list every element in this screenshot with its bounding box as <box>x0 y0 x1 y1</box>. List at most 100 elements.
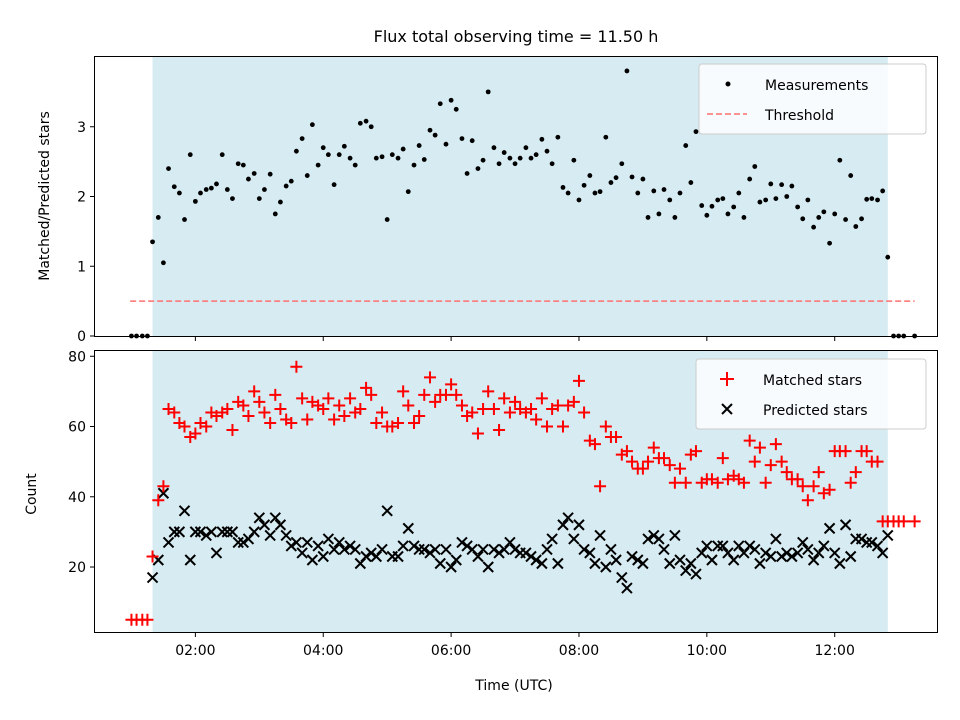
measurement-point <box>645 215 651 220</box>
predicted-star-point <box>701 540 713 552</box>
predicted-star-point <box>210 547 223 559</box>
matched-star-point <box>354 402 367 415</box>
measurement-point <box>709 203 715 209</box>
predicted-star-point <box>637 557 649 570</box>
predicted-star-point <box>541 543 553 556</box>
predicted-star-point <box>589 557 601 570</box>
measurement-point <box>475 166 481 172</box>
measurement-point <box>768 181 774 187</box>
measurement-point <box>166 166 171 172</box>
measurement-point <box>161 260 166 266</box>
measurement-point <box>363 118 369 124</box>
measurement-point <box>400 146 406 152</box>
predicted-star-point <box>573 519 585 531</box>
predicted-star-point <box>253 512 266 524</box>
predicted-star-point <box>360 550 372 563</box>
measurement-point <box>827 240 832 246</box>
predicted-star-point <box>876 547 889 559</box>
matched-star-point <box>242 409 255 422</box>
matched-star-point <box>487 402 500 415</box>
measurement-point <box>869 196 875 201</box>
measurement-point <box>203 187 209 192</box>
measurement-point <box>848 173 854 178</box>
matched-star-point <box>482 385 495 398</box>
matched-star-point <box>509 395 522 408</box>
measurement-point <box>656 211 662 217</box>
legend-measurements-marker <box>725 81 731 87</box>
measurement-point <box>816 215 822 220</box>
measurement-point <box>176 190 182 196</box>
matched-star-point <box>849 466 862 479</box>
measurement-point <box>731 204 737 210</box>
predicted-star-point <box>626 550 638 563</box>
predicted-star-point <box>338 543 351 556</box>
predicted-star-point <box>280 529 292 542</box>
predicted-star-point <box>520 547 532 559</box>
predicted-star-point <box>157 487 170 499</box>
measurement-point <box>235 161 241 167</box>
matched-star-point <box>455 399 468 412</box>
predicted-star-point <box>712 540 724 552</box>
measurement-point <box>150 239 155 245</box>
predicted-star-point <box>301 536 313 549</box>
x-tick-label: 04:00 <box>303 643 343 659</box>
measurement-point <box>278 199 283 205</box>
measurement-point <box>725 211 731 217</box>
measurement-point <box>640 176 646 182</box>
predicted-star-point <box>807 554 820 566</box>
predicted-star-point <box>765 550 777 563</box>
measurement-point <box>379 154 385 160</box>
matched-star-point <box>146 550 159 563</box>
measurement-point <box>283 183 289 189</box>
bottom-x-ticks: 02:00 04:00 06:00 08:00 10:00 12:00 <box>175 632 855 659</box>
bottom-legend-box <box>695 358 927 430</box>
measurement-point <box>539 136 545 142</box>
matched-star-point <box>450 388 463 401</box>
matched-star-point <box>572 374 585 387</box>
matched-star-point <box>269 388 282 401</box>
measurement-point <box>715 197 721 203</box>
measurement-point <box>512 161 518 167</box>
predicted-star-point <box>397 540 409 552</box>
measurement-point <box>411 162 417 168</box>
predicted-star-point <box>424 547 436 559</box>
predicted-star-point <box>493 547 505 559</box>
predicted-star-point <box>562 512 574 524</box>
matched-star-point <box>168 406 181 419</box>
measurement-point <box>885 254 891 260</box>
predicted-star-point <box>290 536 303 549</box>
measurement-point <box>843 217 848 222</box>
matched-star-point <box>796 480 809 493</box>
measurement-point <box>571 157 577 163</box>
measurement-point <box>336 152 342 158</box>
measurement-point <box>624 68 630 74</box>
predicted-star-point <box>429 543 441 556</box>
matched-star-point <box>594 480 607 493</box>
predicted-star-point <box>264 529 276 542</box>
measurement-point <box>693 129 699 135</box>
measurement-point <box>699 203 705 208</box>
matched-star-point <box>759 476 772 489</box>
measurement-point <box>453 106 459 112</box>
predicted-star-point <box>312 540 324 552</box>
predicted-star-point <box>855 533 868 545</box>
predicted-star-point <box>509 543 521 556</box>
predicted-star-point <box>775 550 788 563</box>
matched-star-point <box>392 417 405 430</box>
predicted-star-point <box>146 571 159 584</box>
measurement-point <box>389 152 395 158</box>
predicted-star-point <box>696 547 708 559</box>
legend-matched-label: Matched stars <box>763 373 862 389</box>
matched-star-point <box>333 399 346 412</box>
y-tick-label: 40 <box>68 490 86 506</box>
measurement-point <box>309 122 315 128</box>
measurement-point <box>837 157 843 163</box>
measurement-point <box>320 145 326 151</box>
predicted-star-point <box>237 536 250 549</box>
predicted-star-point <box>317 550 329 563</box>
predicted-star-point <box>690 568 702 580</box>
predicted-star-point <box>743 540 756 552</box>
matched-star-point <box>445 378 458 391</box>
top-legend-box <box>698 63 927 135</box>
